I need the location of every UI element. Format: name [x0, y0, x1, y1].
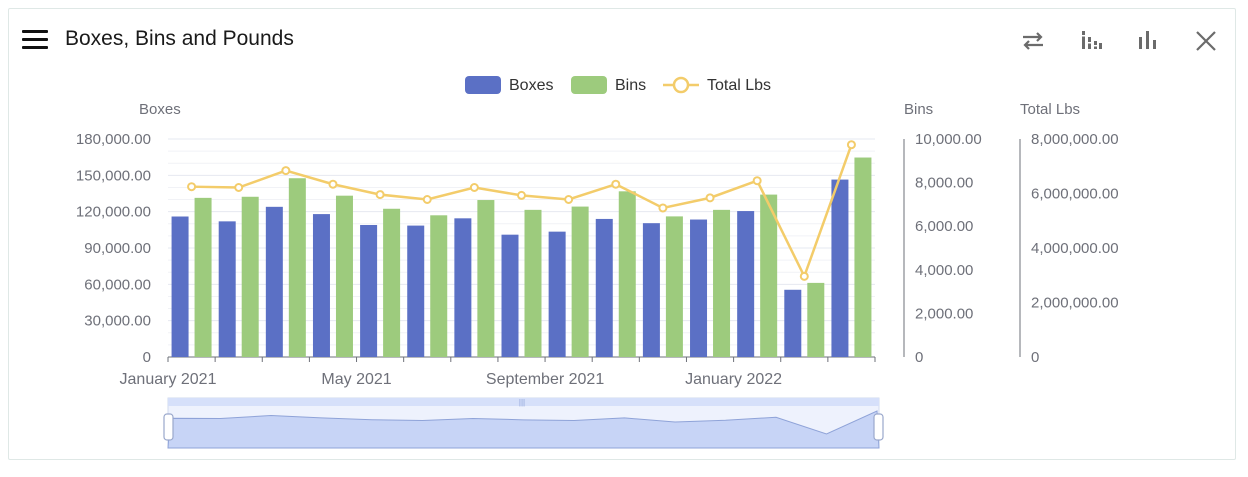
bar-bins[interactable] — [288, 178, 306, 357]
y-axis-title-bins: Bins — [904, 101, 933, 118]
bar-boxes[interactable] — [407, 225, 425, 357]
y-tick-label-left: 180,000.00 — [76, 131, 151, 148]
y-tick-label-total-lbs: 4,000,000.00 — [1031, 240, 1119, 257]
bar-boxes[interactable] — [454, 218, 472, 357]
stacked-bar-icon[interactable] — [1078, 27, 1106, 55]
y-axis-title-total-lbs: Total Lbs — [1020, 101, 1080, 118]
bar-bins[interactable] — [383, 208, 401, 357]
y-tick-label-left: 90,000.00 — [84, 240, 151, 257]
y-tick-label-bins: 8,000.00 — [915, 175, 973, 192]
bar-bins[interactable] — [571, 206, 589, 357]
y-tick-label-total-lbs: 8,000,000.00 — [1031, 131, 1119, 148]
point-total-lbs[interactable] — [705, 193, 715, 203]
point-total-lbs[interactable] — [658, 203, 668, 213]
point-total-lbs[interactable] — [281, 166, 291, 176]
y-axis-title-left: Boxes — [139, 101, 181, 118]
x-tick-label: May 2021 — [321, 371, 391, 388]
bar-boxes[interactable] — [171, 216, 189, 357]
bar-chart-icon[interactable] — [1134, 27, 1162, 55]
point-total-lbs[interactable] — [564, 194, 574, 204]
swap-axes-icon[interactable] — [1019, 27, 1047, 55]
bar-bins[interactable] — [335, 195, 353, 357]
legend-label-boxes: Boxes — [509, 77, 553, 94]
x-tick-label: September 2021 — [486, 371, 604, 388]
zoom-slider-preview-area — [167, 410, 880, 449]
bar-bins[interactable] — [618, 191, 636, 357]
bar-bins[interactable] — [807, 282, 825, 357]
bar-bins[interactable] — [477, 200, 495, 357]
widget-title: Boxes, Bins and Pounds — [65, 27, 294, 50]
y-tick-label-left: 60,000.00 — [84, 276, 151, 293]
bar-boxes[interactable] — [737, 211, 755, 357]
y-tick-label-bins: 2,000.00 — [915, 305, 973, 322]
zoom-slider-top-bar[interactable] — [168, 398, 879, 406]
point-total-lbs[interactable] — [611, 179, 621, 189]
bar-boxes[interactable] — [548, 231, 566, 357]
y-tick-label-bins: 10,000.00 — [915, 131, 982, 148]
zoom-slider-handle-left[interactable] — [163, 413, 174, 441]
bar-bins[interactable] — [194, 197, 212, 357]
legend-swatch-bins[interactable] — [571, 76, 607, 94]
point-total-lbs[interactable] — [234, 183, 244, 193]
y-tick-label-total-lbs: 2,000,000.00 — [1031, 295, 1119, 312]
y-tick-label-bins: 6,000.00 — [915, 218, 973, 235]
y-tick-label-bins: 4,000.00 — [915, 262, 973, 279]
bar-boxes[interactable] — [642, 223, 660, 357]
bar-boxes[interactable] — [831, 179, 849, 357]
bar-boxes[interactable] — [218, 221, 236, 357]
zoom-slider-handle-right[interactable] — [873, 413, 884, 441]
bar-bins[interactable] — [854, 157, 872, 357]
legend-label-bins: Bins — [615, 77, 646, 94]
point-total-lbs[interactable] — [187, 182, 197, 192]
bar-boxes[interactable] — [312, 214, 330, 357]
point-total-lbs[interactable] — [328, 179, 338, 189]
y-tick-label-left: 0 — [143, 349, 151, 366]
point-total-lbs[interactable] — [846, 140, 856, 150]
x-tick-label: January 2021 — [120, 371, 217, 388]
bar-boxes[interactable] — [265, 206, 283, 357]
bar-bins[interactable] — [241, 196, 259, 357]
bar-bins[interactable] — [665, 216, 683, 357]
bar-boxes[interactable] — [595, 218, 613, 357]
y-tick-label-left: 120,000.00 — [76, 204, 151, 221]
bar-boxes[interactable] — [784, 289, 802, 357]
bar-boxes[interactable] — [690, 219, 708, 357]
point-total-lbs[interactable] — [375, 190, 385, 200]
zoom-slider-move-handle[interactable]: ||| — [519, 398, 525, 407]
point-total-lbs[interactable] — [752, 176, 762, 186]
y-tick-label-total-lbs: 6,000,000.00 — [1031, 186, 1119, 203]
point-total-lbs[interactable] — [799, 271, 809, 281]
y-tick-label-left: 150,000.00 — [76, 167, 151, 184]
bar-bins[interactable] — [760, 194, 778, 357]
point-total-lbs[interactable] — [517, 190, 526, 200]
legend-label-total-lbs: Total Lbs — [707, 77, 771, 94]
y-tick-label-bins: 0 — [915, 349, 923, 366]
bar-bins[interactable] — [524, 209, 542, 357]
legend-swatch-boxes[interactable] — [465, 76, 501, 94]
y-tick-label-total-lbs: 0 — [1031, 349, 1039, 366]
hamburger-menu-icon[interactable] — [22, 30, 48, 50]
point-total-lbs[interactable] — [422, 194, 432, 204]
y-tick-label-left: 30,000.00 — [84, 313, 151, 330]
close-icon[interactable] — [1192, 27, 1220, 55]
legend-swatch-point[interactable] — [672, 76, 690, 94]
point-total-lbs[interactable] — [469, 183, 479, 193]
bar-boxes[interactable] — [360, 224, 378, 357]
bar-bins[interactable] — [430, 215, 448, 357]
bar-bins[interactable] — [713, 209, 731, 357]
bar-boxes[interactable] — [501, 234, 519, 357]
x-tick-label: January 2022 — [685, 371, 782, 388]
